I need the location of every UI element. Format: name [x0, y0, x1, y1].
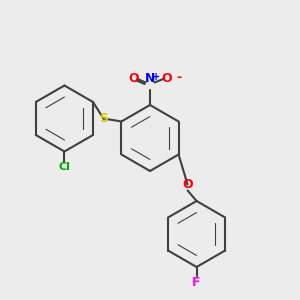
Text: O: O — [161, 71, 172, 85]
Text: N: N — [145, 73, 155, 85]
Text: F: F — [192, 276, 201, 289]
Text: Cl: Cl — [58, 162, 70, 172]
Text: O: O — [182, 178, 193, 191]
Text: +: + — [152, 71, 160, 82]
Text: -: - — [176, 71, 181, 85]
Text: O: O — [128, 71, 139, 85]
Text: S: S — [99, 112, 108, 125]
